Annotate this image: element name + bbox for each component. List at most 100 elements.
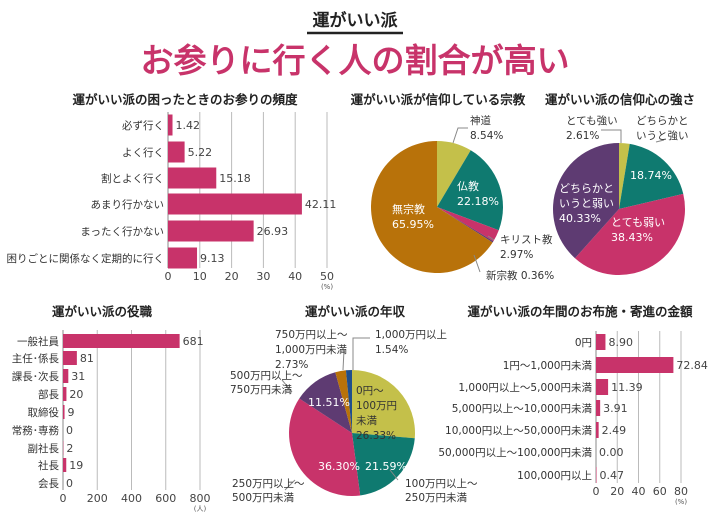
slice-label: とても弱い <box>611 216 665 229</box>
slice-label: 無宗教 <box>392 202 425 216</box>
chart-title: 運がいい派の年収 <box>305 304 406 319</box>
value-label: 81 <box>80 352 94 365</box>
category-label: 50,000円以上〜100,000円未満 <box>438 447 592 459</box>
x-tick-label: 80 <box>674 485 688 498</box>
chart-title: 運がいい派の信仰心の強さ <box>545 92 695 107</box>
slice-label: 未満 <box>356 415 377 427</box>
category-label: 社長 <box>38 459 59 472</box>
category-label: 10,000円以上〜50,000円未満 <box>445 425 592 437</box>
x-tick-label: 60 <box>653 485 667 498</box>
value-label: 15.18 <box>219 172 251 185</box>
slice-label: いうと強い <box>636 129 689 142</box>
bar <box>168 141 185 163</box>
unit-label: (%) <box>321 283 333 291</box>
bar <box>168 220 254 242</box>
bar <box>63 351 77 365</box>
value-label: 0 <box>66 477 73 490</box>
pie-slice <box>345 370 352 433</box>
unit-label: (人) <box>194 505 207 513</box>
category-label: 主任･係長 <box>12 352 60 365</box>
slice-label: キリスト教 <box>500 233 553 246</box>
x-tick-label: 10 <box>193 270 207 283</box>
x-tick-label: 200 <box>87 492 108 505</box>
bar <box>596 357 674 373</box>
slice-name: 250万円未満 <box>405 492 468 504</box>
value-label: 2.49 <box>602 424 627 437</box>
value-label: 2 <box>66 442 73 455</box>
slice-label: 0円〜 <box>356 385 384 397</box>
chart-title: 運がいい派の役職 <box>52 304 153 319</box>
kicker: 運がいい派 <box>313 10 399 31</box>
value-label: 9 <box>68 406 75 419</box>
x-tick-label: 30 <box>256 270 270 283</box>
slice-label: 11.51% <box>308 396 350 409</box>
pie-slice <box>437 141 471 207</box>
bar <box>168 247 198 269</box>
value-label: 42.11 <box>305 198 337 211</box>
pie-slice <box>299 372 352 433</box>
slice-label: 2.61% <box>566 130 599 142</box>
value-label: 19 <box>69 459 83 472</box>
bar <box>168 193 302 215</box>
leader-line <box>342 349 345 371</box>
pie-slice <box>619 143 684 209</box>
pie-slice <box>289 398 361 496</box>
x-tick-label: 40 <box>288 270 302 283</box>
category-label: 必ず行く <box>122 119 164 132</box>
slice-label: 750万円以上〜 <box>275 329 348 341</box>
pie-slice <box>335 370 352 433</box>
leader-line <box>655 139 665 143</box>
bar <box>168 114 173 136</box>
slice-label: いうと弱い <box>559 197 614 210</box>
slice-label: 2.73% <box>275 359 308 371</box>
slice-label: 2.97% <box>500 249 533 261</box>
slice-name: 750万円未満 <box>230 384 293 396</box>
category-label: 1,000円以上〜5,000円未満 <box>458 382 592 394</box>
bar <box>63 458 67 472</box>
slice-label: 38.43% <box>611 231 653 244</box>
value-label: 5.22 <box>188 146 213 159</box>
slice-label: とても強い <box>566 114 618 127</box>
slice-label: 神道 <box>470 114 491 127</box>
leader-line <box>452 127 468 144</box>
bar <box>596 400 601 416</box>
category-label: 部長 <box>38 388 59 401</box>
pie-slice <box>437 150 504 231</box>
pie-slice <box>371 141 493 273</box>
slice-label: 1.54% <box>375 344 408 356</box>
bar <box>596 334 606 350</box>
slice-label: 21.59% <box>365 460 407 473</box>
slice-name: 250万円以上〜 <box>232 478 305 490</box>
value-label: 9.13 <box>200 252 225 265</box>
value-label: 0.47 <box>599 469 624 482</box>
category-label: 会長 <box>38 477 59 490</box>
value-label: 681 <box>183 335 204 348</box>
slice-label: 仏教 <box>457 180 479 193</box>
x-tick-label: 0 <box>165 270 172 283</box>
x-tick-label: 400 <box>121 492 142 505</box>
bar-chart-0: 運がいい派の困ったときのお参りの頻度 0 10 20 30 40 50(%) 必ず行く 1.42… <box>7 92 337 291</box>
leader-line <box>284 479 296 491</box>
leader-line <box>281 379 293 393</box>
value-label: 3.91 <box>603 402 628 415</box>
category-label: 0円 <box>575 337 592 349</box>
value-label: 26.93 <box>257 225 289 238</box>
category-label: よく行く <box>122 146 164 159</box>
slice-label: 65.95% <box>392 218 434 231</box>
x-tick-label: 20 <box>225 270 239 283</box>
x-tick-label: 40 <box>632 485 646 498</box>
slice-label: 36.30% <box>318 460 360 473</box>
pie-slice <box>352 433 415 496</box>
category-label: まったく行かない <box>80 225 164 238</box>
slice-label: 8.54% <box>470 130 503 142</box>
value-label: 8.90 <box>608 336 633 349</box>
category-label: 1円〜1,000円未満 <box>503 360 593 372</box>
slice-label: どちらかと <box>559 182 614 195</box>
leader-line <box>473 254 481 273</box>
leader-line <box>352 337 370 370</box>
chart-title: 運がいい派が信仰している宗教 <box>351 92 526 107</box>
slice-name: 500万円以上〜 <box>230 370 303 382</box>
bar <box>596 379 609 395</box>
value-label: 11.39 <box>611 381 643 394</box>
